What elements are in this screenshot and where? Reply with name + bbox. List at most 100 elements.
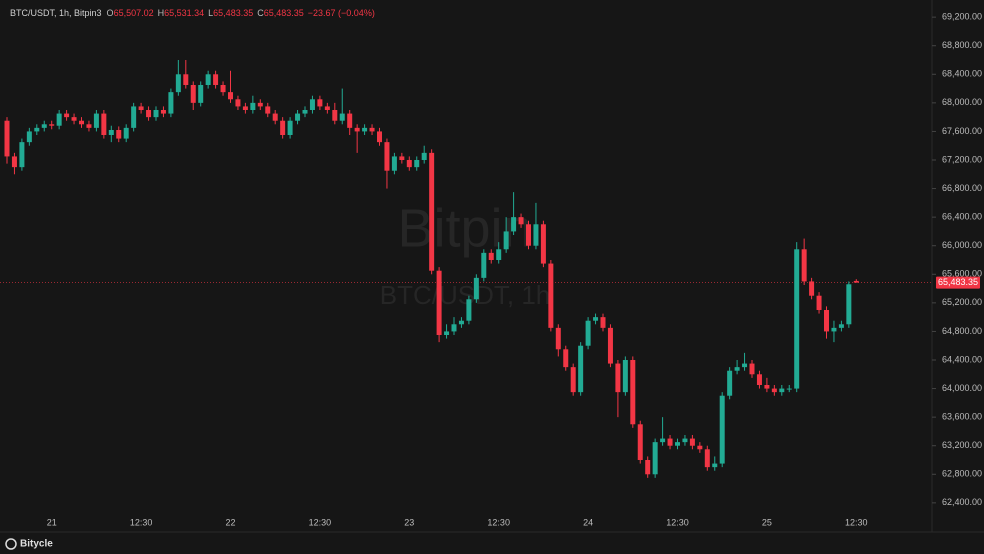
candle-body (11, 156, 17, 168)
candle-body (794, 249, 800, 389)
candle-body (563, 349, 569, 368)
candle-body (339, 113, 345, 121)
candle-body (4, 120, 10, 157)
x-tick-label: 22 (225, 517, 235, 527)
y-tick-label: 64,400.00 (942, 354, 982, 364)
candle-body (250, 102, 256, 110)
y-tick-label: 62,800.00 (942, 469, 982, 479)
candle-body (734, 367, 740, 371)
candle-body (101, 113, 107, 135)
candle-body (786, 388, 792, 390)
candle-body (719, 395, 725, 464)
candle-body (846, 284, 852, 325)
y-tick-label: 64,000.00 (942, 383, 982, 393)
candle-body (771, 388, 777, 393)
watermark: Bitpin BTC/USDT, 1h (380, 198, 551, 310)
last-price-box (936, 276, 980, 289)
candle-body (585, 320, 591, 346)
candle-body (451, 324, 457, 332)
candle-body (727, 370, 733, 396)
header-key: C (257, 8, 264, 18)
candle-body (578, 345, 584, 393)
candle-body (809, 281, 815, 296)
header-value: 65,531.34 (164, 8, 204, 18)
candle-body (682, 438, 688, 443)
candle-body (332, 110, 338, 121)
candle-body (779, 388, 785, 393)
candle-body (369, 127, 375, 132)
candle-body (466, 299, 472, 321)
candle-body (593, 317, 599, 321)
candle-body (377, 131, 382, 143)
candle-body (749, 363, 755, 375)
candle-body (146, 110, 152, 118)
candle-body (838, 324, 844, 328)
x-tick-label: 12:30 (845, 517, 868, 527)
candle-body (853, 280, 859, 283)
watermark-pair: BTC/USDT, 1h (380, 280, 551, 310)
candle-body (302, 110, 308, 114)
candle-body (175, 74, 181, 93)
candle-body (324, 106, 330, 110)
candle-body (41, 124, 47, 128)
candle-body (742, 363, 748, 368)
candle-body (86, 124, 92, 128)
header-value: 65,483.35 (264, 8, 304, 18)
legend-header: BTC/USDT, 1h, Bitpin3 O65,507.02 H65,531.3… (10, 8, 375, 18)
footer: Bitycle (5, 538, 53, 550)
candle-body (64, 113, 70, 118)
candle-body (652, 442, 658, 475)
candle-body (79, 120, 84, 125)
candle-body (138, 106, 144, 110)
candle-body (496, 249, 502, 260)
candle-body (347, 113, 353, 128)
footer-logo (5, 538, 17, 550)
x-tick-label: 12:30 (666, 517, 689, 527)
candle-body (831, 327, 837, 332)
candle-body (153, 110, 159, 118)
candle-body (391, 156, 397, 171)
footer-brand[interactable]: Bitycle (20, 539, 53, 550)
header-key: L (208, 8, 213, 18)
candle-body (317, 99, 323, 107)
candle-body (295, 113, 301, 121)
candle-body (473, 277, 479, 300)
candle-body (607, 327, 613, 364)
y-tick-label: 68,000.00 (942, 97, 982, 107)
x-tick-label: 12:30 (130, 517, 153, 527)
candle-body (756, 374, 762, 385)
candle-body (764, 385, 770, 389)
candle-body (108, 130, 114, 135)
y-tick-label: 63,600.00 (942, 412, 982, 422)
candle-body (19, 142, 25, 168)
candle-body (488, 252, 494, 260)
candle-body (704, 449, 710, 468)
candle-body (56, 113, 62, 126)
candle-body (131, 106, 137, 128)
y-tick-label: 65,200.00 (942, 297, 982, 307)
candle-body (436, 270, 442, 335)
candle-body (645, 460, 651, 475)
candle-body (533, 224, 539, 246)
candle-body (689, 438, 695, 446)
candle-body (816, 295, 822, 310)
candle-body (675, 442, 680, 446)
x-tick-label: 25 (762, 517, 772, 527)
candle-body (183, 74, 189, 85)
y-tick-label: 66,000.00 (942, 240, 982, 250)
candle-body (712, 463, 718, 468)
x-tick-label: 23 (404, 517, 414, 527)
candle-body (600, 317, 606, 328)
candle-body (123, 127, 129, 139)
candle-body (540, 224, 546, 264)
candle-body (384, 142, 390, 171)
candle-body (26, 131, 32, 143)
candle-body (630, 360, 636, 425)
header-key: H (158, 8, 165, 18)
header-symbol: BTC/USDT, 1h, Bitpin3 (10, 8, 102, 18)
candle-body (697, 445, 703, 450)
candle-body (555, 327, 561, 350)
y-tick-label: 65,600.00 (942, 269, 982, 279)
y-tick-label: 62,400.00 (942, 497, 982, 507)
